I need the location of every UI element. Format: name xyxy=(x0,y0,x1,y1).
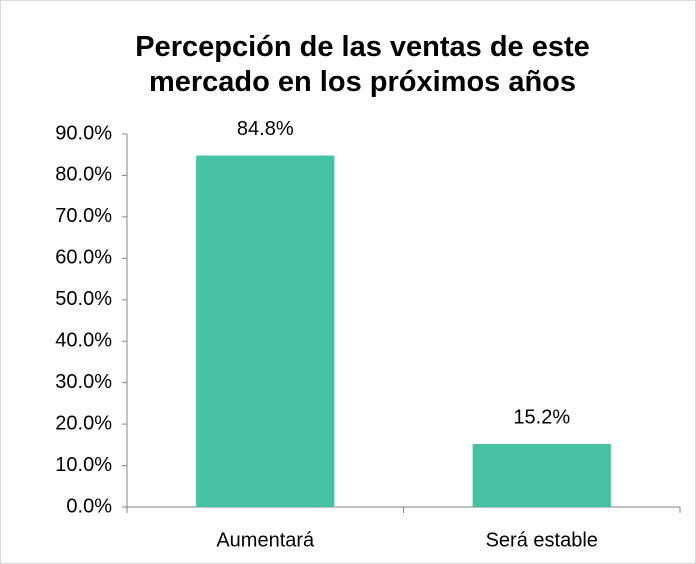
bar xyxy=(472,444,611,507)
y-tick-label: 10.0% xyxy=(55,454,112,476)
y-tick-label: 70.0% xyxy=(55,205,112,227)
y-tick-label: 20.0% xyxy=(55,412,112,434)
y-tick-label: 30.0% xyxy=(55,371,112,393)
bar xyxy=(196,155,335,507)
data-label: 15.2% xyxy=(513,406,570,428)
chart-title: Percepción de las ventas de este mercado… xyxy=(135,31,590,98)
x-tick-label: Aumentará xyxy=(216,529,315,551)
y-tick-label: 60.0% xyxy=(55,247,112,269)
x-tick-label: Será estable xyxy=(486,529,598,551)
y-tick-label: 40.0% xyxy=(55,330,112,352)
y-tick-label: 50.0% xyxy=(55,288,112,310)
y-tick-label: 0.0% xyxy=(66,495,112,517)
y-tick-label: 90.0% xyxy=(55,122,112,144)
data-label: 84.8% xyxy=(237,118,294,140)
y-tick-label: 80.0% xyxy=(55,164,112,186)
